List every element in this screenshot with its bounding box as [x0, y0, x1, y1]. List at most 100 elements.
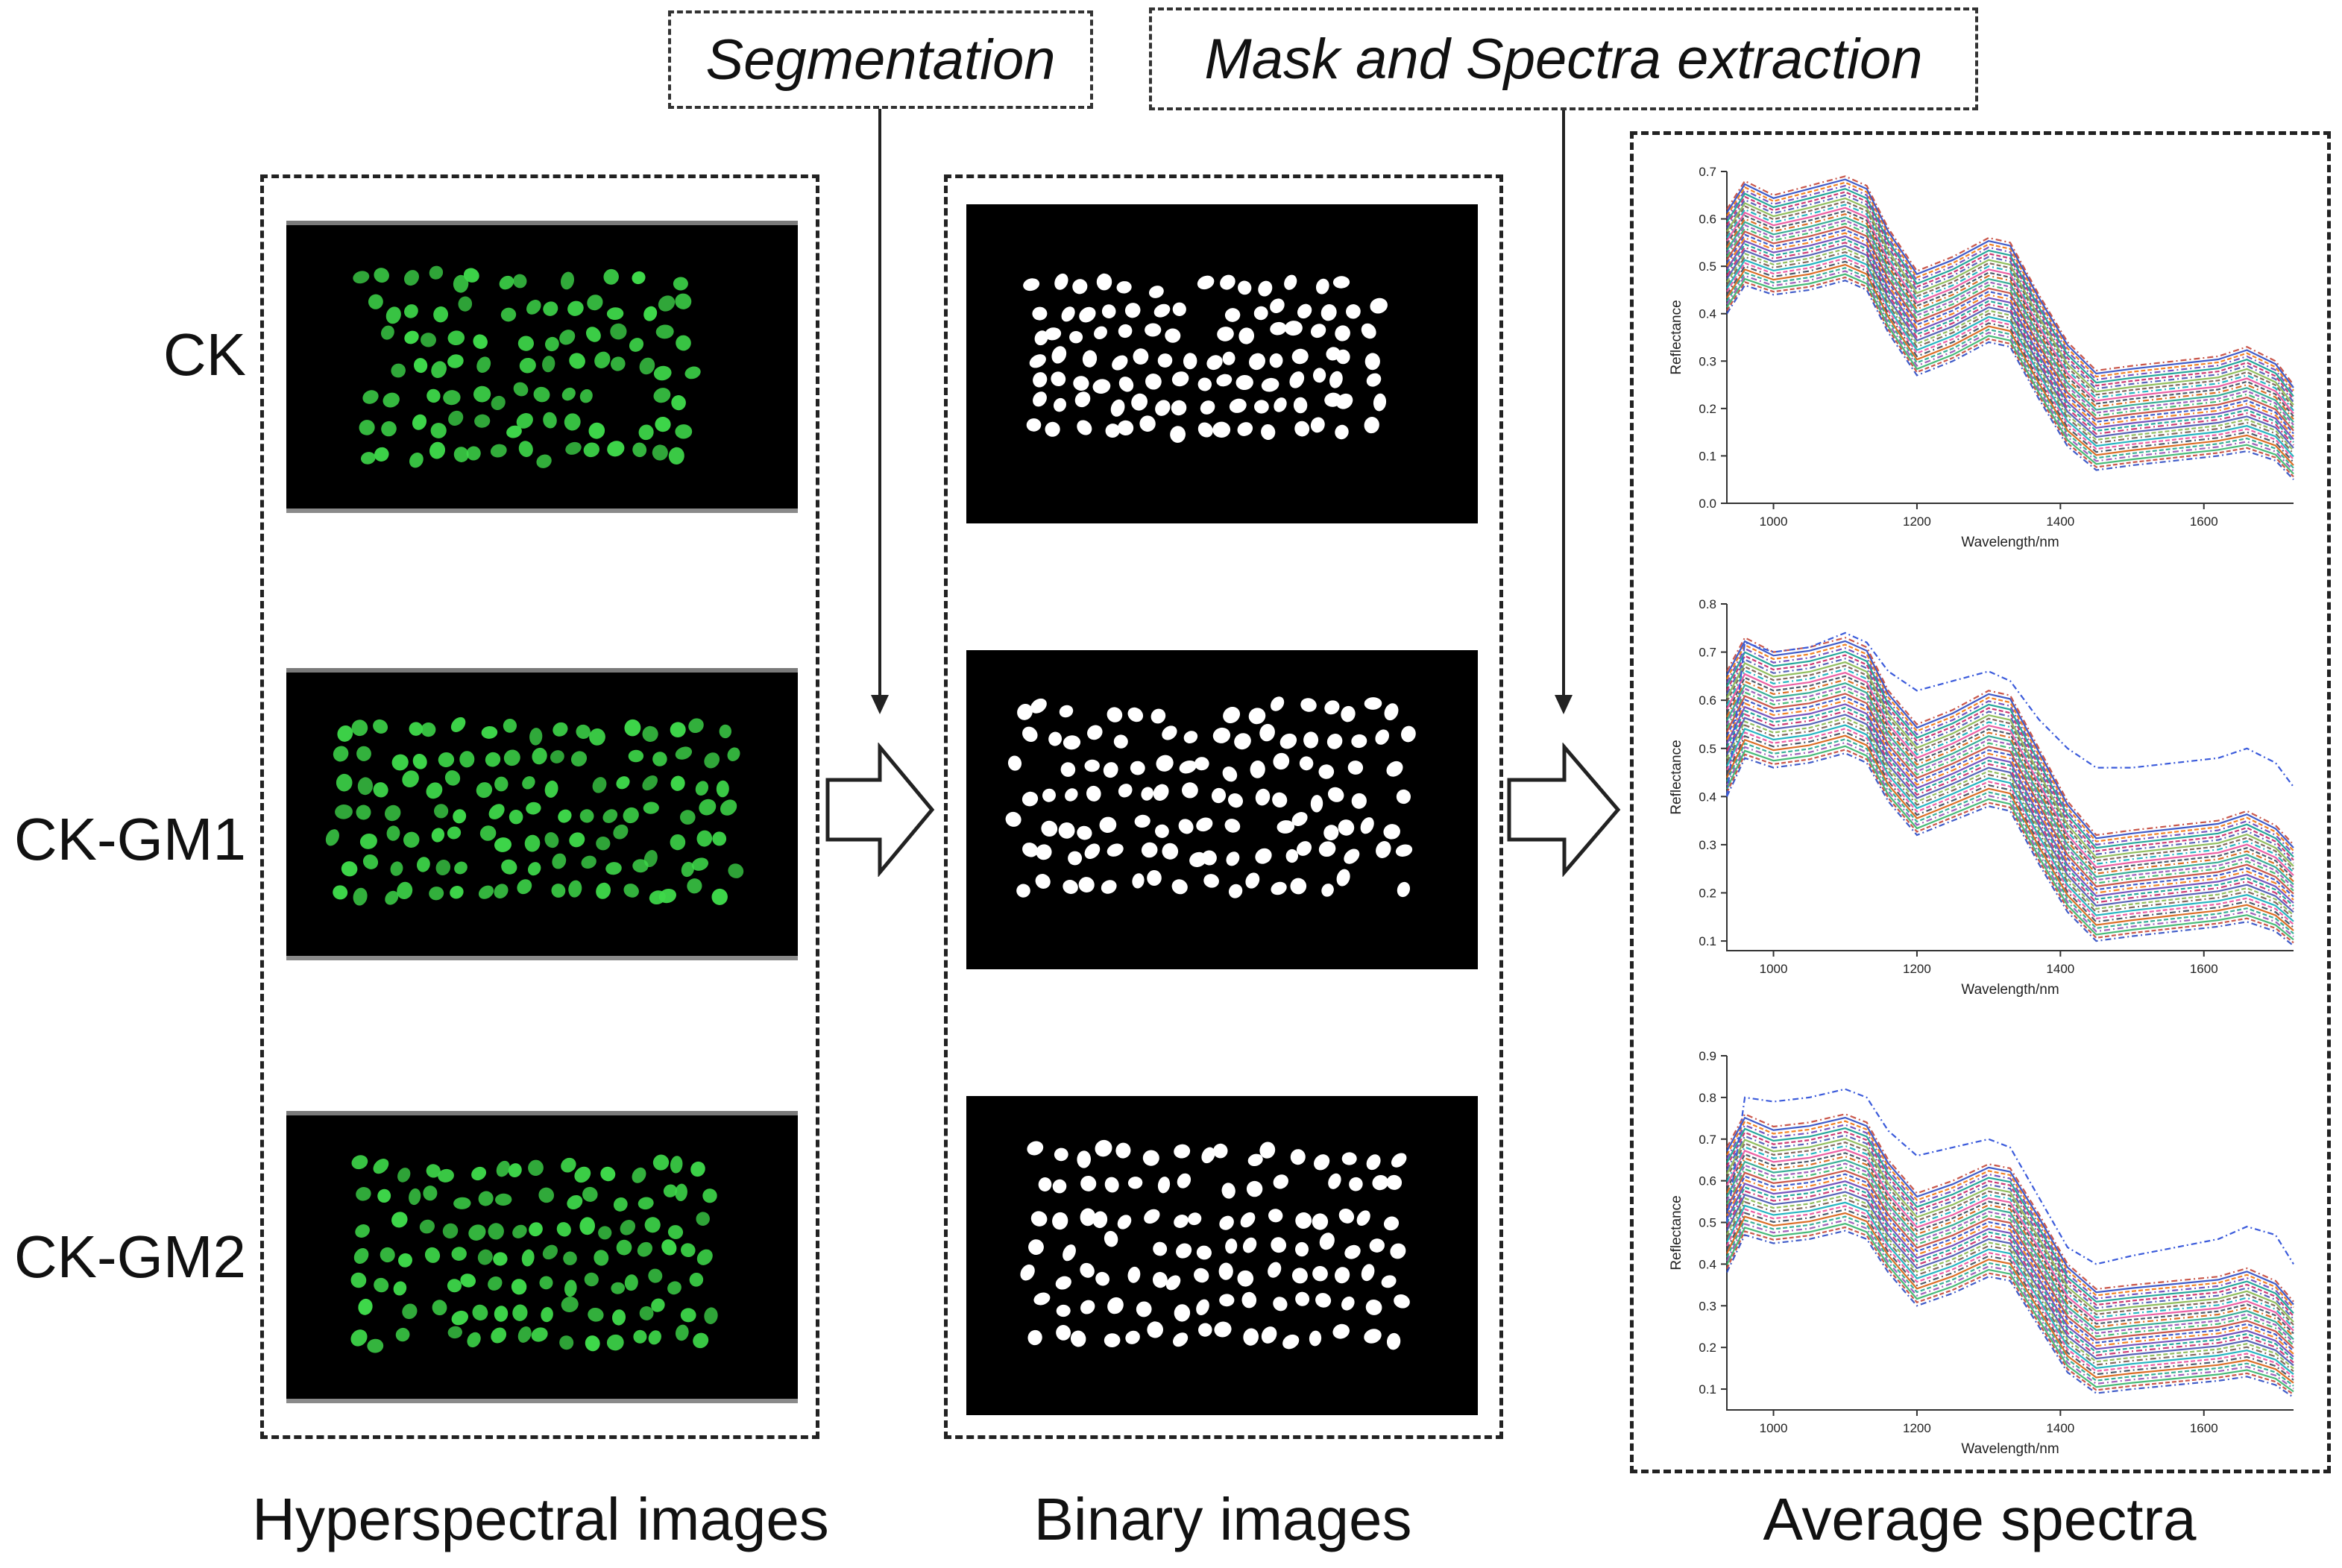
seed	[384, 805, 401, 822]
seed	[1203, 874, 1219, 888]
spectra-panel	[1630, 131, 2331, 1473]
seed	[453, 1197, 471, 1209]
seed	[1118, 784, 1133, 798]
column-label-spectra: Average spectra	[1763, 1486, 2197, 1552]
spectrum-line	[1726, 661, 2294, 867]
seed	[1373, 393, 1387, 412]
seed	[373, 719, 388, 734]
seed	[1310, 324, 1326, 339]
seed	[576, 724, 591, 739]
seed	[1277, 820, 1295, 834]
seed	[585, 1335, 600, 1352]
seed	[1269, 353, 1283, 368]
seed	[699, 799, 717, 816]
seed	[1118, 324, 1133, 339]
seed	[1386, 761, 1403, 777]
seed	[1335, 424, 1349, 440]
seed	[426, 1164, 441, 1178]
seed	[1077, 420, 1092, 435]
seed	[610, 356, 626, 371]
y-tick-label: 0.5	[1699, 259, 1716, 274]
seed	[460, 1273, 476, 1288]
spectrum-line	[1726, 643, 2294, 851]
seed	[1153, 784, 1169, 801]
seed	[1237, 1270, 1254, 1287]
seed	[1268, 1209, 1283, 1223]
seed	[1273, 1174, 1288, 1189]
seed	[494, 1306, 509, 1322]
seed	[1099, 816, 1117, 834]
seed	[596, 882, 611, 899]
seed	[667, 1225, 684, 1239]
seed	[1045, 421, 1060, 437]
seed	[362, 390, 379, 404]
seed	[1332, 1323, 1350, 1339]
spectrum-line	[1726, 1116, 2294, 1306]
spectrum-line	[1726, 664, 2294, 870]
seed	[429, 265, 444, 280]
seed	[413, 358, 428, 374]
seed	[1258, 280, 1273, 297]
seed	[1045, 327, 1062, 341]
seed	[556, 1222, 571, 1237]
seed	[442, 1223, 459, 1239]
seed	[638, 1197, 654, 1210]
seed	[1381, 1275, 1397, 1288]
seed	[1285, 848, 1299, 863]
seed	[383, 392, 400, 408]
seed	[1360, 817, 1374, 834]
spectrum-line	[1726, 216, 2294, 423]
seed	[368, 294, 383, 309]
seed	[1092, 379, 1111, 394]
spectrum-line	[1726, 181, 2294, 391]
seed	[1268, 1262, 1282, 1278]
seed	[1127, 707, 1144, 722]
spectrum-line	[1726, 717, 2294, 916]
seed	[409, 1188, 421, 1206]
seed	[584, 1272, 599, 1287]
seed	[541, 1307, 553, 1323]
seed	[542, 356, 555, 373]
spectrum-line	[1726, 682, 2294, 886]
seed	[1079, 306, 1096, 323]
seed	[1053, 397, 1067, 412]
seed	[1144, 1209, 1160, 1224]
seed	[658, 888, 676, 904]
seed	[1141, 787, 1153, 801]
seed	[620, 1220, 636, 1235]
seed	[668, 447, 684, 465]
seed	[447, 1279, 462, 1293]
seed	[1134, 814, 1150, 828]
seed	[1127, 1266, 1141, 1283]
segmentation-step-label: Segmentation	[705, 28, 1056, 92]
seed	[1072, 279, 1088, 295]
seed	[543, 301, 558, 316]
seed	[559, 1335, 574, 1350]
seed	[390, 861, 403, 876]
spectrum-line	[1726, 242, 2294, 446]
seed	[466, 446, 481, 461]
seed	[1194, 757, 1209, 771]
x-tick-label: 1600	[2190, 1421, 2218, 1435]
seed	[478, 885, 494, 899]
seed	[1220, 274, 1235, 290]
seed	[1212, 727, 1231, 743]
seed	[1096, 273, 1112, 291]
seed	[696, 1249, 713, 1265]
seed	[1063, 880, 1078, 894]
seed	[1314, 1154, 1330, 1171]
spectrum-line	[1726, 672, 2294, 876]
seed	[429, 887, 444, 901]
row-label-ck: CK	[163, 321, 246, 388]
seed	[1364, 353, 1380, 371]
seed	[1241, 1291, 1257, 1309]
seed	[508, 1163, 522, 1178]
seed	[658, 295, 676, 312]
seed	[325, 829, 339, 846]
seed	[1271, 881, 1287, 895]
seed	[355, 1224, 370, 1238]
seed	[1052, 1179, 1067, 1194]
seed	[1060, 762, 1076, 777]
spectrum-line	[1726, 741, 2294, 938]
seed	[696, 1212, 710, 1226]
